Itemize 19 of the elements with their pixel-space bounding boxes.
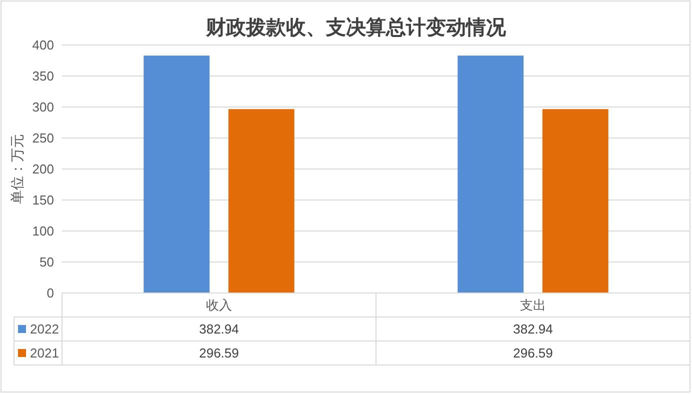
legend-label: 2022 <box>30 322 59 337</box>
y-tick-label: 150 <box>32 192 54 208</box>
y-tick-label: 250 <box>32 130 54 146</box>
y-tick-label: 350 <box>32 68 54 84</box>
data-label: 382.94 <box>513 322 553 337</box>
y-tick-label: 100 <box>32 224 54 239</box>
data-label: 382.94 <box>199 322 239 337</box>
legend-label: 2021 <box>30 346 59 361</box>
x-tick-label: 支出 <box>520 298 546 314</box>
y-tick-label: 400 <box>32 38 54 53</box>
x-tick-label: 收入 <box>206 298 232 314</box>
y-tick-label: 50 <box>40 254 54 270</box>
chart-title: 财政拨款收、支决算总计变动情况 <box>205 15 507 39</box>
y-tick-label: 200 <box>32 162 54 177</box>
y-tick-label: 300 <box>32 100 54 115</box>
y-tick-label: 0 <box>46 286 54 301</box>
data-label: 296.59 <box>513 346 553 361</box>
y-axis-title: 单位：万元 <box>10 134 26 204</box>
data-label: 296.59 <box>199 346 239 361</box>
